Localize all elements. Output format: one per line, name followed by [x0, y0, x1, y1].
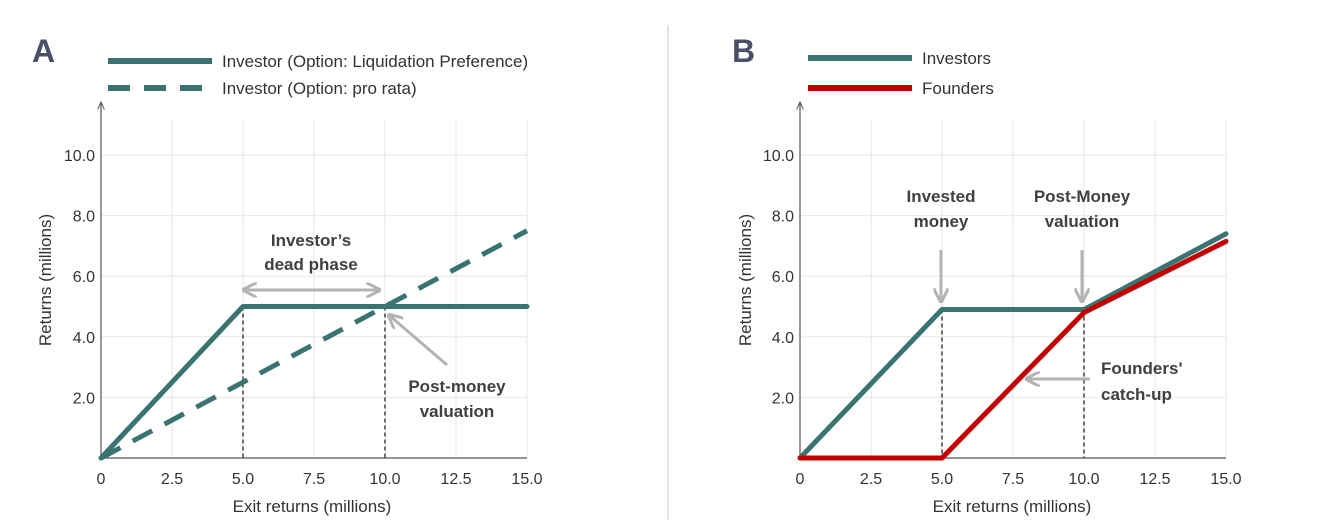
annotation-post-money-a-line2: valuation: [420, 402, 495, 421]
grid-b: [800, 120, 1227, 458]
y-tick-label-b-3: 8.0: [772, 209, 794, 226]
x-tick-label-a-2: 5.0: [232, 471, 254, 488]
y-tick-label-a-2: 6.0: [73, 269, 95, 286]
annotation-post-money-a-line1: Post-money: [408, 377, 506, 396]
legend-b-label-0: Investors: [922, 49, 991, 68]
series-line-a-1: [99, 228, 529, 461]
x-tick-label-b-6: 15.0: [1210, 471, 1241, 488]
x-tick-label-b-0: 0: [796, 471, 805, 488]
y-tick-label-a-1: 4.0: [73, 330, 95, 347]
y-axis-title-a: Returns (millions): [36, 214, 55, 346]
series-line-b-0: [797, 231, 1229, 461]
annotation-post-money-b-line1: Post-Money: [1034, 187, 1131, 206]
x-tick-label-b-3: 7.5: [1002, 471, 1024, 488]
panel-a-letter: A: [32, 33, 55, 69]
vlines-a: [242, 306, 386, 458]
x-tick-label-a-6: 15.0: [511, 471, 542, 488]
series-a: [98, 228, 530, 461]
x-axis-title-b: Exit returns (millions): [933, 497, 1092, 516]
x-tick-label-a-3: 7.5: [303, 471, 325, 488]
y-tick-label-b-2: 6.0: [772, 269, 794, 286]
legend-a-label-1: Investor (Option: pro rata): [222, 79, 417, 98]
x-axis-title-a: Exit returns (millions): [233, 497, 392, 516]
series-line-a-0: [98, 304, 530, 461]
annotation-catch-up-line2: catch-up: [1101, 385, 1172, 404]
panel-b-letter: B: [732, 33, 755, 69]
x-tick-label-b-4: 10.0: [1068, 471, 1099, 488]
panel-b: B Investors Founders 0 2.5 5.0 7.5 10.0 12.5 1…: [732, 33, 1242, 516]
legend-a-label-0: Investor (Option: Liquidation Preference…: [222, 52, 528, 71]
y-tick-label-b-4: 10.0: [763, 148, 794, 165]
x-tick-label-b-5: 12.5: [1139, 471, 1170, 488]
y-axis-title-b: Returns (millions): [736, 214, 755, 346]
y-tick-label-a-3: 8.0: [73, 209, 95, 226]
annotation-post-money-b-line2: valuation: [1045, 212, 1120, 231]
y-tick-label-a-0: 2.0: [73, 390, 95, 407]
series-line-b-1: [797, 238, 1229, 461]
ticks-a: 0 2.5 5.0 7.5 10.0 12.5 15.0 2.0 4.0 6.0 8.0 10.0: [64, 148, 543, 488]
post-money-arrow-a: [390, 316, 448, 367]
annotation-dead-phase-line2: dead phase: [264, 255, 358, 274]
x-tick-label-a-0: 0: [97, 471, 106, 488]
x-tick-label-a-5: 12.5: [440, 471, 471, 488]
series-b: [797, 231, 1229, 461]
annotation-catch-up-line1: Founders': [1101, 359, 1183, 378]
ticks-b: 0 2.5 5.0 7.5 10.0 12.5 15.0 2.0 4.0 6.0 8.0 10.0: [763, 148, 1242, 488]
y-tick-label-a-4: 10.0: [64, 148, 95, 165]
annotation-invested-line2: money: [914, 212, 969, 231]
axes-a: [101, 102, 527, 459]
annotation-dead-phase-line1: Investor’s: [271, 231, 351, 250]
x-tick-label-a-4: 10.0: [369, 471, 400, 488]
vlines-b: [941, 309, 1085, 458]
annotation-invested-line1: Invested: [907, 187, 976, 206]
x-tick-label-a-1: 2.5: [161, 471, 183, 488]
y-tick-label-b-1: 4.0: [772, 330, 794, 347]
panel-a: A Investor (Option: Liquidation Preferen…: [32, 33, 543, 516]
legend-b-label-1: Founders: [922, 79, 994, 98]
x-tick-label-b-1: 2.5: [860, 471, 882, 488]
y-tick-label-b-0: 2.0: [772, 390, 794, 407]
x-tick-label-b-2: 5.0: [931, 471, 953, 488]
